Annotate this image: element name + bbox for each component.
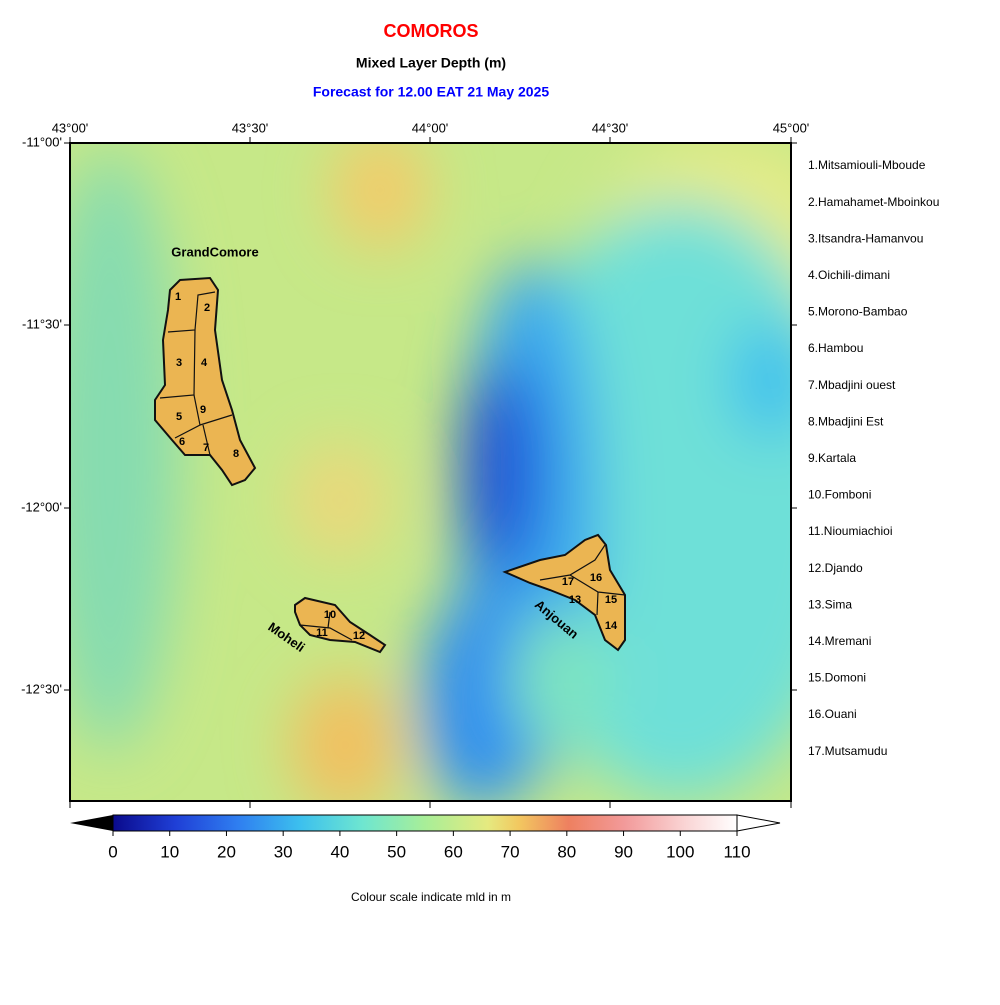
legend-entry: 3.Itsandra-Hamanvou [808, 231, 923, 245]
islands [154, 276, 626, 654]
colorbar-tick-label: 30 [274, 842, 293, 861]
legend-entry: 13.Sima [808, 597, 852, 611]
legend-entry: 9.Kartala [808, 451, 856, 465]
colorbar-frame [112, 814, 738, 832]
legend-entry: 16.Ouani [808, 707, 857, 721]
grande-comore [154, 276, 257, 487]
lon-label: 45°00' [773, 120, 810, 135]
colorbar-tick-label: 20 [217, 842, 236, 861]
colorbar-tick-label: 90 [614, 842, 633, 861]
legend-entry: 6.Hambou [808, 341, 863, 355]
region-number: 15 [605, 594, 617, 606]
colorbar-tick-label: 0 [108, 842, 117, 861]
region-number: 11 [316, 627, 328, 639]
legend-entry: 15.Domoni [808, 671, 866, 685]
region-number: 10 [324, 609, 336, 621]
legend-entry: 2.Hamahamet-Mboinkou [808, 195, 939, 209]
subtitle: Mixed Layer Depth (m) [356, 55, 506, 71]
legend-entry: 5.Morono-Bambao [808, 305, 908, 319]
legend-entry: 14.Mremani [808, 634, 871, 648]
region-number: 5 [176, 411, 182, 423]
region-number: 7 [203, 442, 209, 454]
title: COMOROS [383, 21, 478, 41]
region-number: 1 [175, 291, 181, 303]
region-number: 2 [204, 302, 210, 314]
legend-entry: 10.Fomboni [808, 488, 871, 502]
colorbar-tick-label: 110 [723, 842, 750, 861]
lon-label: 43°30' [232, 120, 269, 135]
field [70, 143, 791, 801]
colorbar-low [70, 815, 113, 831]
region-number: 9 [200, 404, 206, 416]
colorbar-tick-label: 70 [501, 842, 520, 861]
lon-label: 44°00' [412, 120, 449, 135]
lat-label: -12°00' [21, 499, 62, 514]
colorbar-caption: Colour scale indicate mld in m [351, 890, 511, 904]
legend-entry: 12.Djando [808, 561, 863, 575]
legend-entry: 8.Mbadjini Est [808, 414, 884, 428]
region-number: 4 [201, 357, 208, 369]
forecast: Forecast for 12.00 EAT 21 May 2025 [313, 84, 550, 100]
colorbar-high [736, 814, 781, 832]
legend-entry: 17.Mutsamudu [808, 744, 887, 758]
region-number: 16 [590, 572, 602, 584]
lon-label: 43°00' [52, 120, 89, 135]
region-number: 8 [233, 448, 239, 460]
colorbar-tick-label: 100 [666, 842, 694, 861]
region-number: 6 [179, 436, 185, 448]
colorbar-tick-label: 80 [557, 842, 576, 861]
lon-label: 44°30' [592, 120, 629, 135]
lat-label: -12°30' [21, 681, 62, 696]
colorbar-tick-label: 10 [160, 842, 179, 861]
region-number: 14 [605, 620, 618, 632]
colorbar-tick-label: 40 [330, 842, 349, 861]
lat-label: -11°00' [22, 134, 62, 149]
colorbar [113, 815, 737, 831]
anjouan [502, 533, 626, 652]
lat-label: -11°30' [22, 316, 62, 331]
region-number: 12 [353, 630, 365, 642]
region-number: 17 [562, 576, 574, 588]
legend-entry: 1.Mitsamiouli-Mboude [808, 158, 926, 172]
region-number: 3 [176, 357, 182, 369]
region-number: 13 [569, 594, 581, 606]
legend-entry: 7.Mbadjini ouest [808, 378, 896, 392]
island-label: GrandComore [171, 244, 258, 259]
colorbar-tick-label: 50 [387, 842, 406, 861]
legend-entry: 11.Nioumiachioi [808, 524, 893, 538]
legend-entry: 4.Oichili-dimani [808, 268, 890, 282]
colorbar-tick-label: 60 [444, 842, 463, 861]
region-borders [159, 291, 626, 641]
